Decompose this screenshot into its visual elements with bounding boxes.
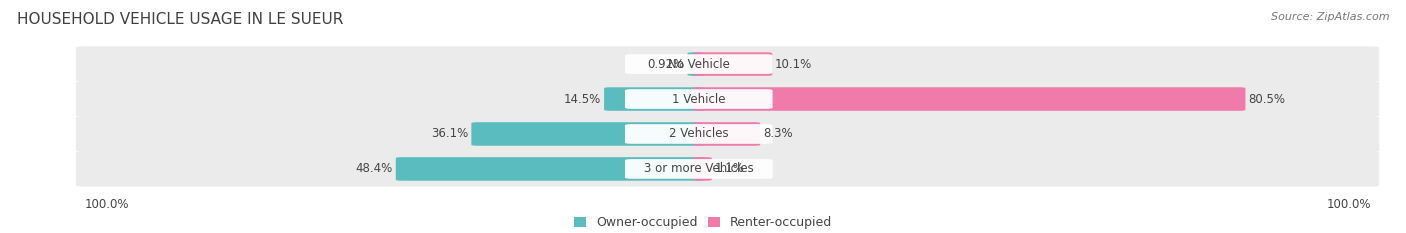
Text: Source: ZipAtlas.com: Source: ZipAtlas.com	[1271, 12, 1389, 22]
Text: HOUSEHOLD VEHICLE USAGE IN LE SUEUR: HOUSEHOLD VEHICLE USAGE IN LE SUEUR	[17, 12, 343, 27]
FancyBboxPatch shape	[76, 151, 1379, 187]
Text: 0.92%: 0.92%	[647, 58, 685, 71]
FancyBboxPatch shape	[693, 122, 761, 146]
Text: 48.4%: 48.4%	[356, 162, 392, 175]
Text: 80.5%: 80.5%	[1249, 93, 1285, 106]
FancyBboxPatch shape	[395, 157, 704, 181]
FancyBboxPatch shape	[471, 122, 704, 146]
FancyBboxPatch shape	[693, 52, 772, 76]
Legend: Owner-occupied, Renter-occupied: Owner-occupied, Renter-occupied	[574, 216, 832, 229]
FancyBboxPatch shape	[624, 124, 773, 144]
Text: No Vehicle: No Vehicle	[668, 58, 730, 71]
Text: 10.1%: 10.1%	[775, 58, 813, 71]
Text: 36.1%: 36.1%	[432, 127, 468, 140]
FancyBboxPatch shape	[688, 52, 704, 76]
Text: 1 Vehicle: 1 Vehicle	[672, 93, 725, 106]
FancyBboxPatch shape	[76, 116, 1379, 152]
Text: 2 Vehicles: 2 Vehicles	[669, 127, 728, 140]
Text: 100.0%: 100.0%	[84, 198, 129, 211]
FancyBboxPatch shape	[76, 81, 1379, 117]
FancyBboxPatch shape	[624, 89, 773, 109]
Text: 8.3%: 8.3%	[763, 127, 793, 140]
FancyBboxPatch shape	[605, 87, 704, 111]
Text: 1.1%: 1.1%	[714, 162, 745, 175]
Text: 3 or more Vehicles: 3 or more Vehicles	[644, 162, 754, 175]
FancyBboxPatch shape	[624, 159, 773, 179]
FancyBboxPatch shape	[624, 54, 773, 74]
Text: 14.5%: 14.5%	[564, 93, 602, 106]
FancyBboxPatch shape	[693, 157, 711, 181]
FancyBboxPatch shape	[693, 87, 1246, 111]
FancyBboxPatch shape	[76, 46, 1379, 82]
Text: 100.0%: 100.0%	[1326, 198, 1371, 211]
